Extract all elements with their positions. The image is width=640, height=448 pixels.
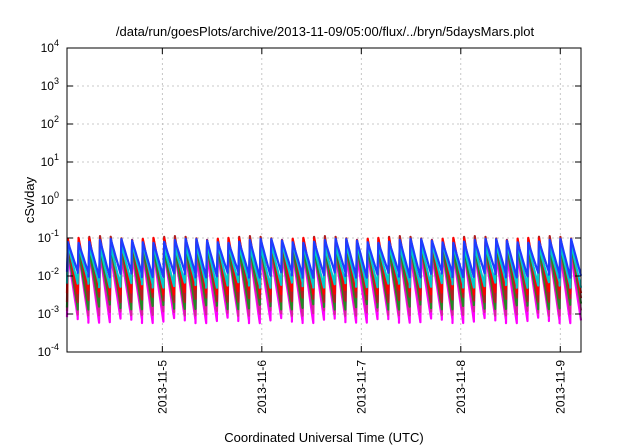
y-tick-label: 102 bbox=[41, 114, 59, 131]
y-tick-label: 10-4 bbox=[38, 342, 59, 359]
series-lines bbox=[65, 235, 583, 325]
x-tick-label: 2013-11-5 bbox=[155, 360, 169, 414]
y-tick-label: 104 bbox=[41, 38, 59, 55]
series-line bbox=[65, 235, 583, 304]
series-line bbox=[65, 242, 583, 289]
y-tick-label: 10-1 bbox=[38, 228, 59, 245]
chart-title: /data/run/goesPlots/archive/2013-11-09/0… bbox=[116, 24, 535, 39]
x-tick-label: 2013-11-7 bbox=[354, 360, 368, 414]
series-line bbox=[65, 243, 583, 311]
plot-frame bbox=[66, 47, 582, 353]
y-axis-label: cSv/day bbox=[22, 176, 37, 223]
y-tick-label: 101 bbox=[41, 152, 59, 169]
series-line bbox=[65, 236, 583, 296]
axis-ticks: 10-4 10-3 10-2 10-1 100 101 102 103 104 2013-11-5… bbox=[38, 38, 581, 414]
y-tick-label: 103 bbox=[41, 76, 59, 93]
x-tick-label: 2013-11-9 bbox=[553, 360, 567, 414]
x-axis-label: Coordinated Universal Time (UTC) bbox=[224, 430, 423, 445]
y-tick-label: 100 bbox=[41, 190, 59, 207]
x-tick-label: 2013-11-8 bbox=[454, 360, 468, 414]
series-line bbox=[65, 246, 583, 317]
y-tick-label: 10-2 bbox=[38, 266, 59, 283]
series-line bbox=[65, 237, 583, 279]
y-tick-label: 10-3 bbox=[38, 304, 59, 321]
x-tick-label: 2013-11-6 bbox=[255, 360, 269, 414]
